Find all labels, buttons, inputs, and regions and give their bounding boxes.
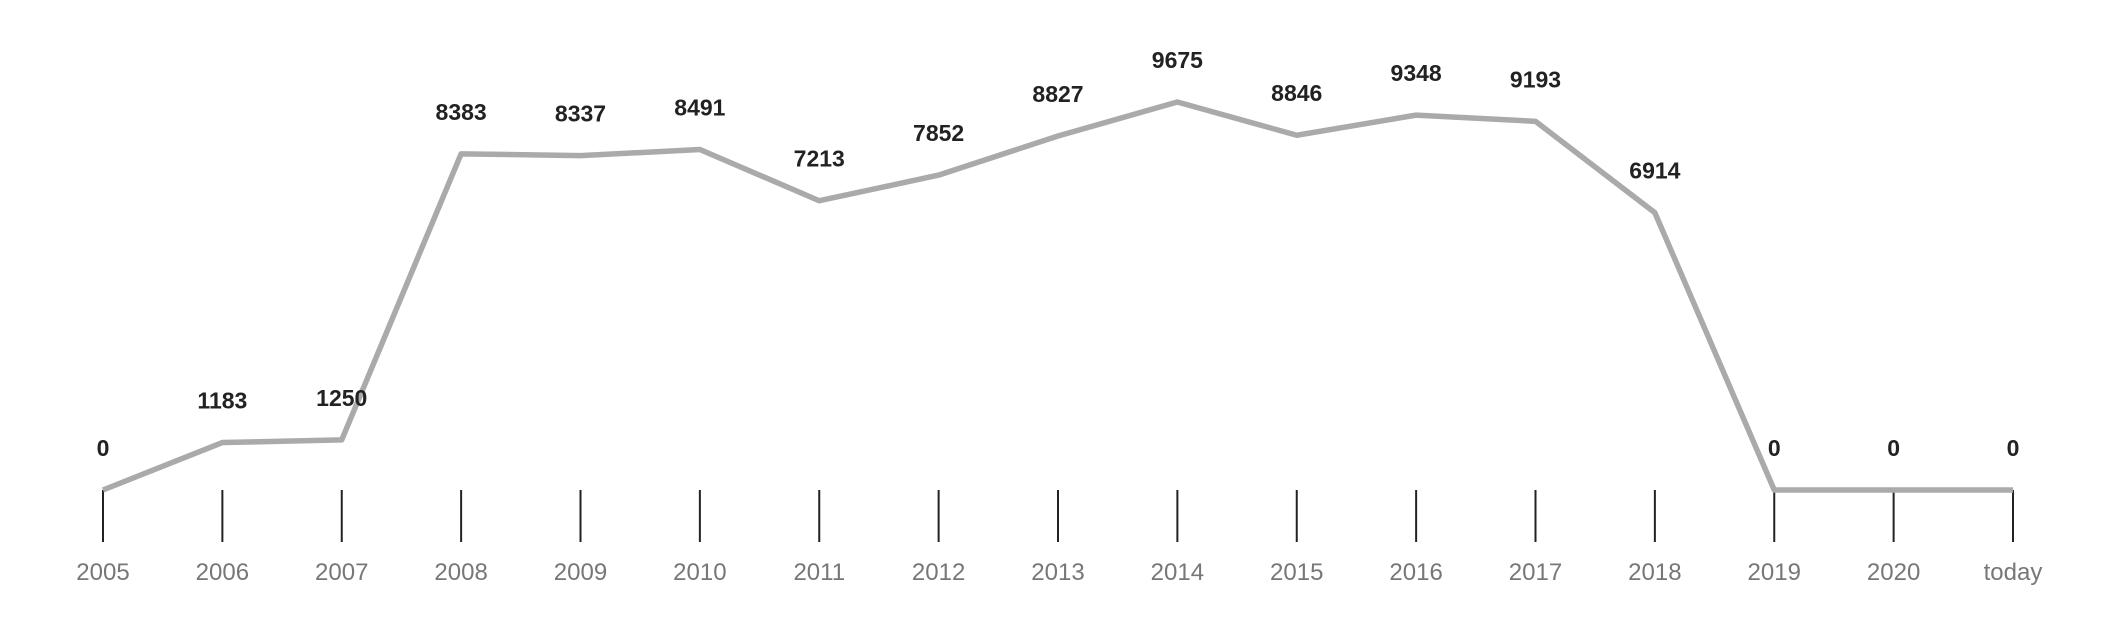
data-label: 0 bbox=[1887, 435, 1900, 461]
x-tick-label: 2015 bbox=[1270, 559, 1323, 586]
x-tick-label: 2011 bbox=[793, 559, 845, 586]
x-tick-label: 2005 bbox=[76, 559, 129, 586]
data-label: 0 bbox=[1768, 435, 1781, 461]
x-tick-label: 2014 bbox=[1151, 559, 1204, 586]
line bbox=[101, 99, 2013, 493]
x-tick-label: 2020 bbox=[1867, 559, 1920, 586]
data-label: 8827 bbox=[1032, 81, 1083, 107]
data-label: 9675 bbox=[1152, 47, 1203, 73]
x-tick-label: 2017 bbox=[1509, 559, 1562, 586]
x-tick-label: 2013 bbox=[1031, 559, 1084, 586]
data-label: 9348 bbox=[1391, 60, 1442, 86]
data-label: 1183 bbox=[197, 388, 247, 414]
x-tick-label: 2019 bbox=[1748, 559, 1801, 586]
data-label: 9193 bbox=[1510, 66, 1561, 92]
data-label: 8491 bbox=[674, 94, 725, 120]
data-label: 6914 bbox=[1629, 158, 1680, 184]
data-label: 0 bbox=[97, 435, 110, 461]
data-label: 1250 bbox=[316, 385, 367, 411]
x-tick-label: 2006 bbox=[196, 559, 249, 586]
data-label: 0 bbox=[2007, 435, 2020, 461]
x-tick-label: 2018 bbox=[1628, 559, 1681, 586]
x-tick-label: 2012 bbox=[912, 559, 965, 586]
x-tick-label: today bbox=[1984, 559, 2043, 586]
data-label: 8337 bbox=[555, 101, 606, 127]
x-tick-label: 2010 bbox=[673, 559, 726, 586]
x-tick-label: 2016 bbox=[1389, 559, 1442, 586]
data-label: 8846 bbox=[1271, 80, 1322, 106]
x-tick-label: 2007 bbox=[315, 559, 368, 586]
data-label: 7852 bbox=[913, 120, 964, 146]
x-tick-label: 2008 bbox=[434, 559, 487, 586]
x-tick-label: 2009 bbox=[554, 559, 607, 586]
data-label: 8383 bbox=[436, 99, 487, 125]
data-label: 7213 bbox=[794, 146, 845, 172]
